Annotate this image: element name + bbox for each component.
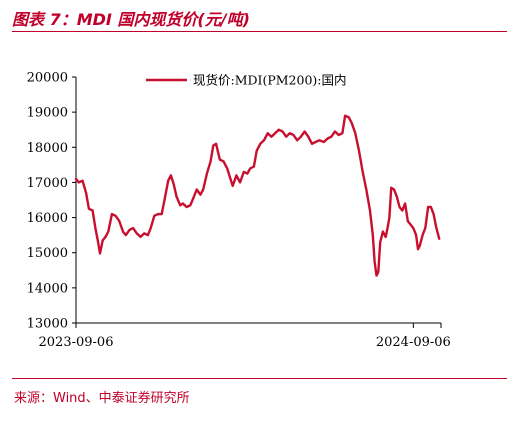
figure-title: 图表 7：MDI 国内现货价(元/吨) — [12, 10, 250, 29]
x-tick-label: 2023-09-06 — [39, 335, 114, 350]
y-tick-label: 19000 — [27, 106, 68, 121]
y-axis: 13000 14000 15000 16000 17000 18000 19000 20000 — [27, 71, 77, 332]
y-tick-label: 16000 — [27, 211, 68, 226]
y-tick-label: 20000 — [27, 71, 68, 86]
legend: 现货价:MDI(PM200):国内 — [146, 73, 347, 88]
y-tick-label: 15000 — [27, 246, 68, 261]
y-tick-label: 18000 — [27, 141, 68, 156]
y-tick-label: 17000 — [27, 176, 68, 191]
series-line-1 — [74, 114, 441, 277]
source-note: 来源：Wind、中泰证券研究所 — [14, 391, 190, 406]
source-divider — [12, 378, 507, 379]
x-axis: 2023-09-06 2024-09-06 — [39, 322, 451, 350]
title-divider — [12, 31, 507, 32]
series-group — [74, 114, 441, 277]
legend-label: 现货价:MDI(PM200):国内 — [193, 73, 347, 88]
y-tick-label: 14000 — [27, 281, 68, 296]
x-tick-label: 2024-09-06 — [376, 335, 451, 350]
y-tick-label: 13000 — [27, 317, 68, 332]
line-chart: 13000 14000 15000 16000 17000 18000 19000 20000… — [27, 71, 451, 351]
